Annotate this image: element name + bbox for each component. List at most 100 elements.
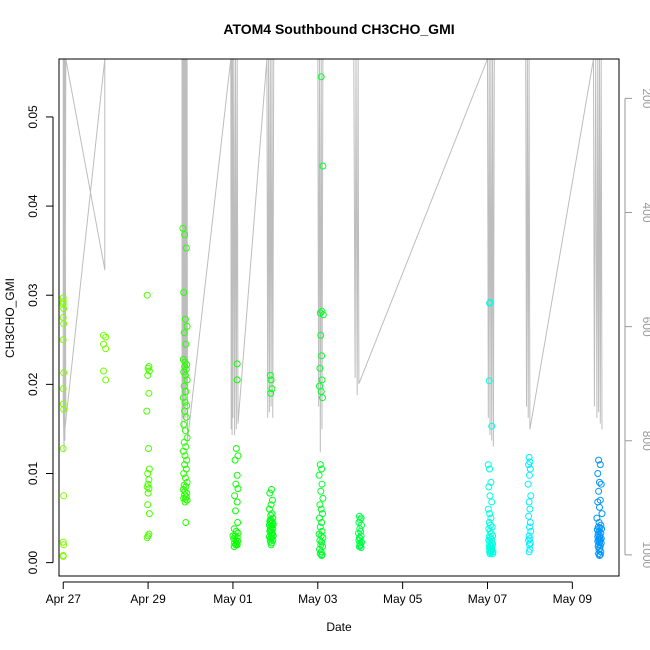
data-point	[319, 494, 327, 502]
data-point	[526, 523, 533, 531]
data-point	[316, 501, 324, 509]
data-point	[268, 486, 275, 493]
data-point	[183, 322, 191, 330]
data-point	[59, 552, 67, 560]
x-axis: Apr 27 Apr 29 May 01 May 03 May 05 May 07 May …	[46, 581, 592, 606]
y-axis-label: CH3CHO_GMI	[3, 278, 17, 358]
data-point	[144, 371, 152, 379]
data-point	[316, 536, 324, 544]
data-points-layer	[59, 73, 606, 560]
data-point	[59, 336, 67, 344]
data-point	[100, 367, 107, 375]
data-point	[232, 445, 240, 452]
data-point	[232, 507, 239, 515]
data-point	[179, 224, 187, 232]
data-point	[60, 405, 68, 413]
data-point	[526, 541, 533, 549]
series-9	[484, 298, 497, 558]
data-point	[233, 376, 241, 384]
data-point	[525, 498, 533, 506]
data-point	[594, 470, 602, 477]
data-point	[266, 489, 274, 497]
data-point	[525, 512, 533, 520]
data-point	[183, 456, 191, 464]
data-point	[489, 550, 497, 558]
data-point	[486, 492, 494, 500]
x-tick-label: May 03	[298, 592, 338, 606]
data-point	[486, 550, 494, 558]
data-point	[268, 385, 276, 393]
data-point	[593, 514, 601, 522]
series-11	[593, 456, 606, 559]
data-point	[595, 487, 603, 495]
data-point	[596, 461, 604, 469]
data-point	[181, 461, 189, 469]
data-point	[143, 291, 151, 299]
series-7	[315, 73, 327, 559]
data-point	[316, 523, 324, 531]
data-point	[59, 385, 67, 393]
data-point	[59, 400, 67, 408]
data-point	[181, 452, 189, 460]
data-point	[183, 496, 191, 504]
data-point	[102, 376, 110, 384]
data-point	[268, 510, 276, 518]
data-point	[596, 551, 604, 559]
pressure-tick-label: 1000	[640, 542, 650, 569]
data-point	[484, 461, 492, 469]
data-point	[179, 447, 187, 455]
x-tick-label: May 01	[213, 592, 253, 606]
data-point	[525, 461, 533, 469]
data-point	[597, 480, 605, 488]
data-point	[526, 505, 534, 513]
y-tick-label: 0.01	[26, 461, 40, 485]
data-point	[317, 541, 325, 549]
data-point	[59, 445, 67, 452]
data-point	[102, 333, 110, 341]
x-axis-label: Date	[326, 620, 352, 634]
data-point	[598, 510, 606, 518]
x-tick-label: Apr 29	[130, 592, 166, 606]
data-point	[231, 492, 239, 500]
data-point	[266, 537, 274, 545]
data-point	[181, 315, 189, 323]
data-point	[596, 478, 603, 486]
data-point	[484, 505, 492, 513]
data-point	[233, 360, 241, 368]
data-point	[524, 480, 532, 488]
data-point	[145, 530, 153, 538]
data-point	[596, 552, 603, 559]
data-point	[317, 505, 325, 513]
data-point	[319, 394, 326, 402]
data-point	[181, 427, 189, 435]
data-point	[355, 534, 363, 542]
data-point	[357, 527, 365, 535]
data-point	[145, 445, 152, 452]
data-point	[318, 519, 326, 526]
data-point	[231, 456, 239, 464]
series-1	[59, 294, 68, 560]
pressure-tick-label: 800	[640, 431, 650, 451]
data-point	[60, 369, 68, 377]
pressure-track-line	[62, 58, 603, 453]
data-point	[527, 492, 535, 500]
data-point	[485, 377, 493, 385]
data-point	[595, 456, 603, 464]
data-point	[488, 498, 496, 506]
data-point	[317, 487, 325, 495]
data-point	[234, 452, 242, 460]
data-point	[59, 538, 67, 546]
series-5	[229, 360, 242, 551]
data-point	[318, 307, 326, 315]
data-point	[233, 498, 241, 506]
data-point	[525, 453, 533, 461]
data-point	[181, 407, 189, 415]
data-point	[316, 461, 324, 469]
data-point	[180, 421, 188, 428]
y-tick-label: 0.03	[26, 283, 40, 307]
data-point	[316, 514, 323, 522]
data-point	[317, 73, 325, 81]
data-point	[145, 485, 153, 493]
data-point	[59, 298, 67, 305]
data-point	[267, 376, 275, 384]
